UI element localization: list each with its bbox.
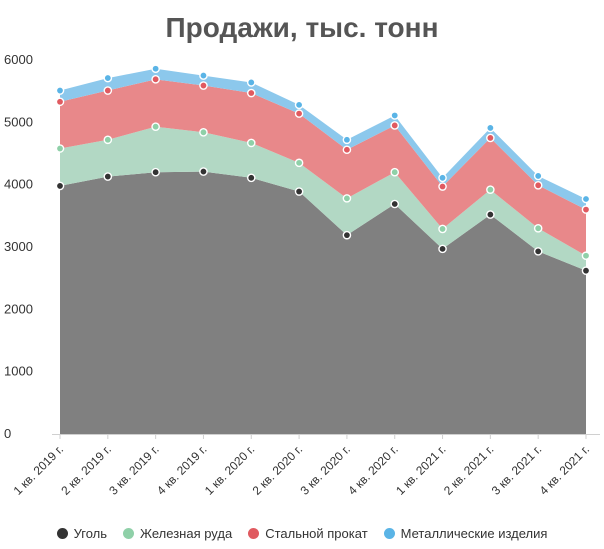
data-point-series-3 [199,81,208,90]
data-point-series-1 [199,167,208,176]
legend-item: Уголь [56,526,108,541]
legend-label: Железная руда [140,526,233,541]
data-point-series-2 [151,122,160,131]
data-point-series-1 [533,247,543,256]
data-point-series-2 [294,158,304,168]
legend-marker-icon [383,528,395,539]
data-point-series-1 [342,230,352,240]
data-point-series-4 [390,111,400,120]
axes [52,434,600,439]
legend-label: Стальной прокат [265,526,368,541]
chart-title: Продажи, тыс. тонн [165,12,439,43]
data-points [55,64,591,275]
data-point-series-4 [581,194,591,204]
data-point-series-2 [199,128,208,137]
y-tick-label: 5000 [4,114,33,129]
y-tick-label: 1000 [4,364,33,379]
data-point-series-3 [581,205,591,214]
data-point-series-2 [342,194,352,203]
data-point-series-4 [533,171,543,181]
x-tick-label: 2 кв. 2019 г. [58,442,114,498]
data-point-series-1 [246,173,256,183]
data-point-series-3 [533,180,543,190]
data-point-series-4 [55,86,65,95]
y-tick-label: 0 [4,426,11,441]
area-1 [60,171,586,434]
legend-marker-icon [248,528,260,539]
x-tick-label: 4 кв. 2019 г. [154,442,210,498]
x-tick-labels: 1 кв. 2019 г.2 кв. 2019 г.3 кв. 2019 г.4… [11,442,593,498]
data-point-series-4 [438,173,447,183]
legend-label: Металлические изделия [400,526,548,541]
data-point-series-3 [390,121,400,130]
data-point-series-2 [486,185,495,194]
data-point-series-3 [342,145,352,155]
data-point-series-4 [199,71,208,80]
x-tick-label: 2 кв. 2021 г. [441,442,497,498]
x-tick-label: 1 кв. 2021 г. [393,442,449,498]
x-tick-label: 4 кв. 2021 г. [537,442,593,498]
data-point-series-3 [246,88,256,98]
y-tick-label: 6000 [4,52,33,67]
data-point-series-2 [246,138,256,148]
data-point-series-1 [581,266,591,275]
data-point-series-3 [486,133,495,143]
x-tick-label: 4 кв. 2020 г. [345,442,401,498]
data-point-series-2 [533,223,543,233]
data-point-series-4 [486,123,495,133]
area-2 [60,126,586,271]
x-tick-label: 1 кв. 2020 г. [202,442,258,498]
legend-item: Металлические изделия [383,526,548,541]
data-point-series-2 [438,224,447,234]
legend: Уголь Железная руда Стальной прокат Металли… [0,526,604,541]
legend-marker-icon [123,528,135,539]
data-point-series-2 [581,251,591,261]
data-point-series-3 [294,109,304,118]
legend-item: Железная руда [123,526,232,541]
y-tick-label: 4000 [4,177,33,192]
x-tick-label: 2 кв. 2020 г. [250,442,306,498]
area-layers [60,68,586,434]
legend-label: Уголь [73,526,108,541]
data-point-series-4 [103,73,113,83]
data-point-series-1 [390,199,400,209]
data-point-series-1 [55,181,65,191]
data-point-series-3 [151,75,160,84]
x-tick-label: 3 кв. 2020 г. [297,442,353,498]
legend-item: Стальной прокат [248,526,368,541]
x-tick-label: 3 кв. 2019 г. [106,442,162,498]
data-point-series-4 [151,64,160,74]
area-3 [60,79,586,256]
data-point-series-2 [103,135,113,145]
data-point-series-2 [390,167,400,177]
data-point-series-4 [294,100,304,110]
data-point-series-1 [103,172,113,181]
data-point-series-3 [55,97,65,107]
data-point-series-1 [438,244,447,254]
x-tick-label: 3 кв. 2021 г. [489,442,545,498]
data-point-series-2 [55,144,65,153]
y-tick-labels: 0 1000 2000 3000 4000 5000 6000 [4,52,33,441]
data-point-series-1 [486,210,495,219]
data-point-series-4 [342,135,352,145]
data-point-series-1 [294,187,304,196]
y-tick-label: 2000 [4,301,33,316]
y-tick-label: 3000 [4,239,33,254]
data-point-series-3 [103,86,113,95]
x-tick-label: 1 кв. 2019 г. [11,442,67,498]
data-point-series-1 [151,167,160,177]
legend-marker-icon [56,528,68,539]
data-point-series-4 [246,78,256,87]
data-point-series-3 [438,182,447,191]
area-4 [60,68,586,210]
